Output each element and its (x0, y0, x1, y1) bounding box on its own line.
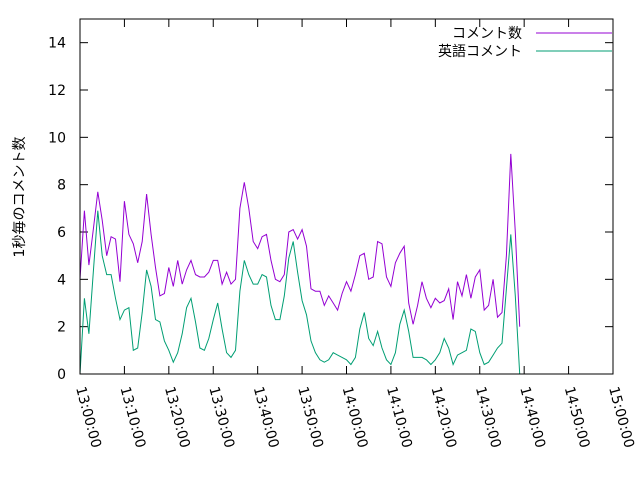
x-tick-labels: 13:00:00 13:10:00 13:20:00 13:30:00 13:40:00… (72, 385, 637, 450)
x-tick-label: 13:20:00 (161, 385, 193, 450)
x-tick-label: 14:40:00 (516, 385, 548, 450)
plot-border (79, 18, 614, 375)
x-tick-label: 13:30:00 (205, 385, 237, 450)
y-axis-label: 1秒毎のコメント数 (12, 137, 28, 258)
x-tick-label: 14:00:00 (339, 385, 371, 450)
y-tick-label: 8 (57, 178, 66, 194)
y-tick-labels: 0 2 4 6 8 10 12 14 (48, 36, 66, 383)
legend-label: 英語コメント (438, 43, 522, 60)
series-line-1 (79, 153, 521, 327)
series-lines (79, 153, 521, 375)
y-tick-label: 2 (57, 320, 66, 336)
y-tick-label: 14 (48, 36, 66, 52)
x-tick-label: 13:40:00 (250, 385, 282, 450)
legend-label: コメント数 (452, 26, 522, 42)
x-tick-label: 14:30:00 (472, 385, 504, 450)
x-tick-label: 14:10:00 (383, 385, 415, 450)
x-tick-label: 13:50:00 (294, 385, 326, 450)
y-tick-label: 10 (48, 130, 66, 146)
axis-ticks (79, 19, 614, 375)
y-tick-label: 6 (57, 225, 66, 241)
x-tick-label: 14:20:00 (427, 385, 459, 450)
x-tick-label: 14:50:00 (561, 385, 593, 450)
series-line-2 (79, 210, 521, 375)
y-tick-label: 4 (57, 272, 66, 288)
y-tick-label: 0 (57, 367, 66, 383)
x-tick-label: 15:00:00 (605, 385, 637, 450)
y-tick-label: 12 (48, 83, 66, 99)
x-tick-label: 13:00:00 (72, 385, 104, 450)
x-tick-label: 13:10:00 (117, 385, 149, 450)
